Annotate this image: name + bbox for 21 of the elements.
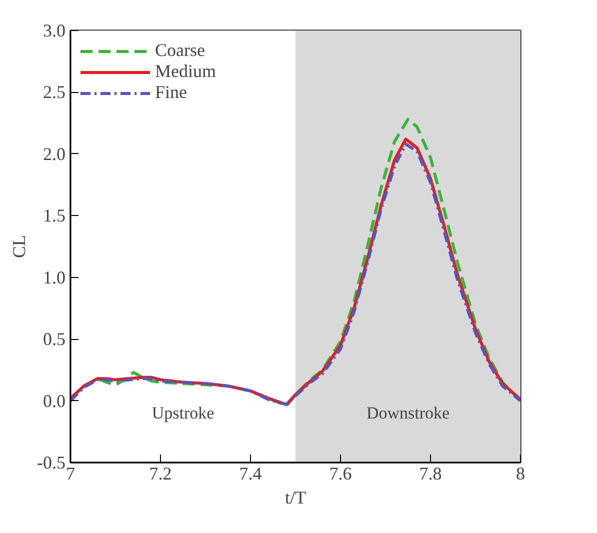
legend-label: Fine [155, 82, 188, 103]
y-tick-label: 2.0 [43, 144, 66, 164]
y-tick-label: 2.5 [43, 82, 66, 102]
y-tick-label: -0.5 [37, 452, 66, 472]
y-tick-label: 3.0 [43, 20, 66, 40]
y-tick-label: 0.0 [43, 390, 66, 411]
band-label: Upstroke [152, 404, 214, 422]
y-tick-label: 1.5 [43, 206, 66, 226]
legend-label: Medium [155, 61, 216, 82]
y-axis-title: CL [9, 234, 30, 258]
x-tick-label: 7.2 [149, 464, 172, 484]
y-tick-label: 1.0 [43, 267, 66, 288]
legend-label: Coarse [155, 40, 205, 61]
x-axis-title: t/T [285, 488, 306, 508]
x-tick-label: 7.4 [239, 464, 262, 484]
band-label: Downstroke [366, 404, 450, 422]
x-tick-label: 7 [66, 464, 75, 484]
x-tick-label: 8 [516, 464, 525, 484]
x-tick-label: 7.8 [419, 464, 442, 484]
x-tick-label: 7.6 [329, 464, 352, 484]
y-tick-label: 0.5 [43, 329, 66, 350]
